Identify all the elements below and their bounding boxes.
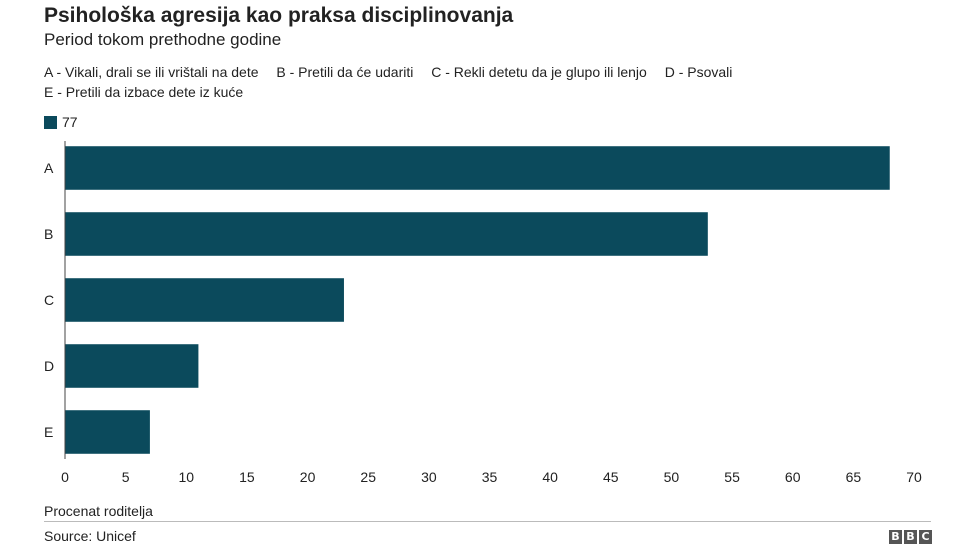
x-tick-label: 40: [542, 469, 558, 485]
category-legend-item-a: A - Vikali, drali se ili vrištali na det…: [44, 64, 259, 80]
category-legend-item-d: D - Psovali: [664, 64, 733, 80]
x-tick-label: 60: [785, 469, 801, 485]
x-tick-label: 65: [846, 469, 862, 485]
x-tick-label: 25: [360, 469, 376, 485]
x-tick-label: 70: [906, 469, 922, 485]
category-legend-row-1: A - Vikali, drali se ili vrištali na det…: [44, 64, 746, 80]
x-tick-label: 20: [300, 469, 316, 485]
series-legend: 77: [44, 114, 78, 130]
x-tick-label: 5: [122, 469, 130, 485]
category-legend-item-b: B - Pretili da će udariti: [276, 64, 414, 80]
bbc-logo-letter: B: [889, 530, 902, 544]
x-tick-label: 55: [724, 469, 740, 485]
footer-divider: [44, 521, 931, 522]
bar-a: [65, 146, 890, 190]
y-tick-label: E: [44, 424, 53, 440]
y-tick-label: B: [44, 226, 53, 242]
y-tick-label: D: [44, 358, 54, 374]
y-tick-label: A: [44, 160, 54, 176]
bbc-logo-letter: C: [919, 530, 932, 544]
x-tick-label: 30: [421, 469, 437, 485]
bbc-logo: B B C: [889, 530, 932, 544]
x-tick-label: 50: [664, 469, 680, 485]
bar-e: [65, 410, 150, 454]
category-legend-item-e: E - Pretili da izbace dete iz kuće: [44, 84, 244, 100]
series-legend-swatch: [44, 115, 57, 129]
bbc-logo-letter: B: [904, 530, 917, 544]
x-tick-label: 45: [603, 469, 619, 485]
bar-b: [65, 212, 708, 256]
chart-title: Psihološka agresija kao praksa disciplin…: [44, 4, 514, 27]
category-legend-row-2: E - Pretili da izbace dete iz kuće: [44, 84, 257, 100]
y-tick-label: C: [44, 292, 54, 308]
x-tick-label: 35: [482, 469, 498, 485]
x-tick-label: 15: [239, 469, 255, 485]
series-legend-label: 77: [62, 114, 78, 130]
x-tick-label: 10: [178, 469, 194, 485]
bar-c: [65, 278, 344, 322]
category-legend-item-c: C - Rekli detetu da je glupo ili lenjo: [431, 64, 647, 80]
chart-subtitle: Period tokom prethodne godine: [44, 30, 282, 49]
x-tick-label: 0: [61, 469, 69, 485]
bar-d: [65, 344, 199, 388]
source-note: Source: Unicef: [44, 528, 136, 544]
x-axis-label: Procenat roditelja: [44, 503, 153, 519]
